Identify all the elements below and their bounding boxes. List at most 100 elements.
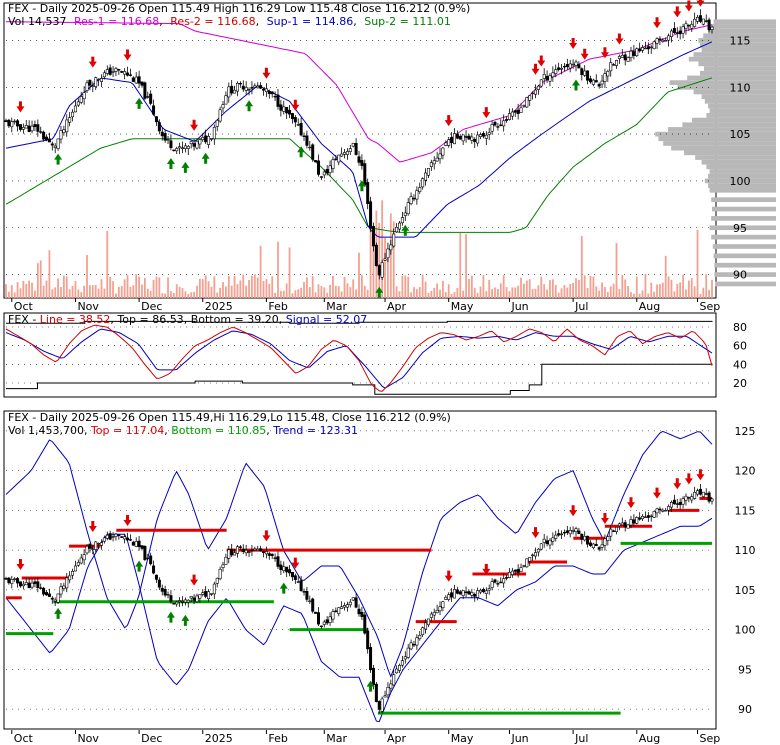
volume-bar xyxy=(172,292,175,298)
volume-bar xyxy=(644,274,647,298)
candle-body xyxy=(371,667,375,686)
candle-body xyxy=(412,197,416,200)
candle-body xyxy=(166,139,170,141)
volume-bar xyxy=(83,285,86,298)
candle-body xyxy=(467,135,471,140)
candle-body xyxy=(149,555,153,565)
candle-body xyxy=(270,553,274,556)
candle-body xyxy=(198,139,202,145)
candle-body xyxy=(250,549,254,552)
candle-body xyxy=(296,124,300,126)
candle-body xyxy=(325,619,329,624)
volume-bar xyxy=(557,292,560,298)
candle-body xyxy=(256,548,260,551)
trend-x-tick: Dec xyxy=(141,732,162,745)
volume-bar xyxy=(528,279,531,298)
candle-body xyxy=(623,54,627,61)
candle-body xyxy=(678,501,682,506)
candle-body xyxy=(149,93,153,104)
volume-bar xyxy=(349,287,352,298)
volume-profile-bar xyxy=(704,98,776,104)
volume-bar xyxy=(427,292,430,298)
candle-body xyxy=(108,533,112,540)
candle-body xyxy=(360,160,364,166)
volume-profile-bar xyxy=(712,206,776,212)
candle-body xyxy=(545,540,549,545)
volume-bar xyxy=(549,280,551,298)
candle-body xyxy=(340,606,344,609)
candle-body xyxy=(62,129,66,134)
candle-body xyxy=(704,493,708,495)
candle-body xyxy=(94,541,98,550)
volume-profile-bar xyxy=(684,150,776,156)
candle-body xyxy=(568,529,572,535)
trend-sell-arrow xyxy=(291,557,300,569)
candle-body xyxy=(522,105,526,107)
candle-body xyxy=(588,78,592,83)
volume-bar xyxy=(332,275,334,298)
candle-body xyxy=(299,123,303,136)
volume-bar xyxy=(71,285,74,298)
candle-body xyxy=(290,572,294,578)
sell-arrow xyxy=(531,63,540,75)
candle-body xyxy=(664,40,668,42)
candle-body xyxy=(215,577,219,584)
trend-buy-arrow xyxy=(54,607,63,619)
sell-arrow xyxy=(696,0,705,7)
candle-body xyxy=(120,536,124,538)
candle-body xyxy=(583,535,587,541)
candle-body xyxy=(496,583,500,585)
volume-profile-bar xyxy=(692,117,776,123)
volume-bar xyxy=(51,289,54,298)
candle-body xyxy=(510,570,514,575)
volume-bar xyxy=(265,278,268,298)
candle-body xyxy=(126,72,130,76)
candle-body xyxy=(438,606,442,612)
candle-body xyxy=(710,26,714,30)
candle-body xyxy=(690,496,694,501)
volume-profile-bar xyxy=(709,108,776,114)
candle-body xyxy=(493,579,497,583)
candle-body xyxy=(308,146,312,149)
candle-body xyxy=(612,530,616,532)
volume-bar xyxy=(288,247,291,298)
volume-bar xyxy=(178,286,181,298)
candle-body xyxy=(27,582,31,589)
volume-bar xyxy=(572,283,575,298)
volume-bar xyxy=(22,280,25,298)
volume-bar xyxy=(514,287,517,298)
candle-body xyxy=(279,564,283,571)
candle-body xyxy=(13,120,17,123)
volume-bar xyxy=(10,285,13,298)
candle-body xyxy=(369,647,373,671)
volume-bar xyxy=(175,284,178,298)
candle-body xyxy=(53,599,57,602)
candle-body xyxy=(183,599,187,603)
candle-body xyxy=(507,113,511,120)
candle-body xyxy=(68,117,72,123)
volume-profile-bar xyxy=(709,169,776,174)
candle-body xyxy=(128,74,132,76)
candle-body xyxy=(371,226,375,247)
candle-body xyxy=(209,138,213,140)
candle-body xyxy=(160,587,164,592)
candle-body xyxy=(600,544,604,548)
candle-body xyxy=(102,72,106,78)
trend-y-tick: 115 xyxy=(735,504,756,517)
trend-top-label: Top = 117.04 xyxy=(90,424,164,437)
candle-body xyxy=(690,23,694,29)
sup1-line xyxy=(5,41,713,238)
volume-profile-bar xyxy=(709,187,776,193)
volume-bar xyxy=(580,236,583,298)
candle-body xyxy=(99,542,103,546)
volume-bar xyxy=(502,275,505,298)
candle-body xyxy=(230,85,234,94)
volume-bar xyxy=(248,279,250,298)
candle-body xyxy=(548,75,552,82)
volume-bar xyxy=(42,285,45,298)
candle-body xyxy=(632,51,636,56)
candle-body xyxy=(152,105,156,115)
candle-body xyxy=(577,530,581,535)
candle-body xyxy=(600,80,604,85)
oscillator-panel-frame xyxy=(3,312,717,398)
